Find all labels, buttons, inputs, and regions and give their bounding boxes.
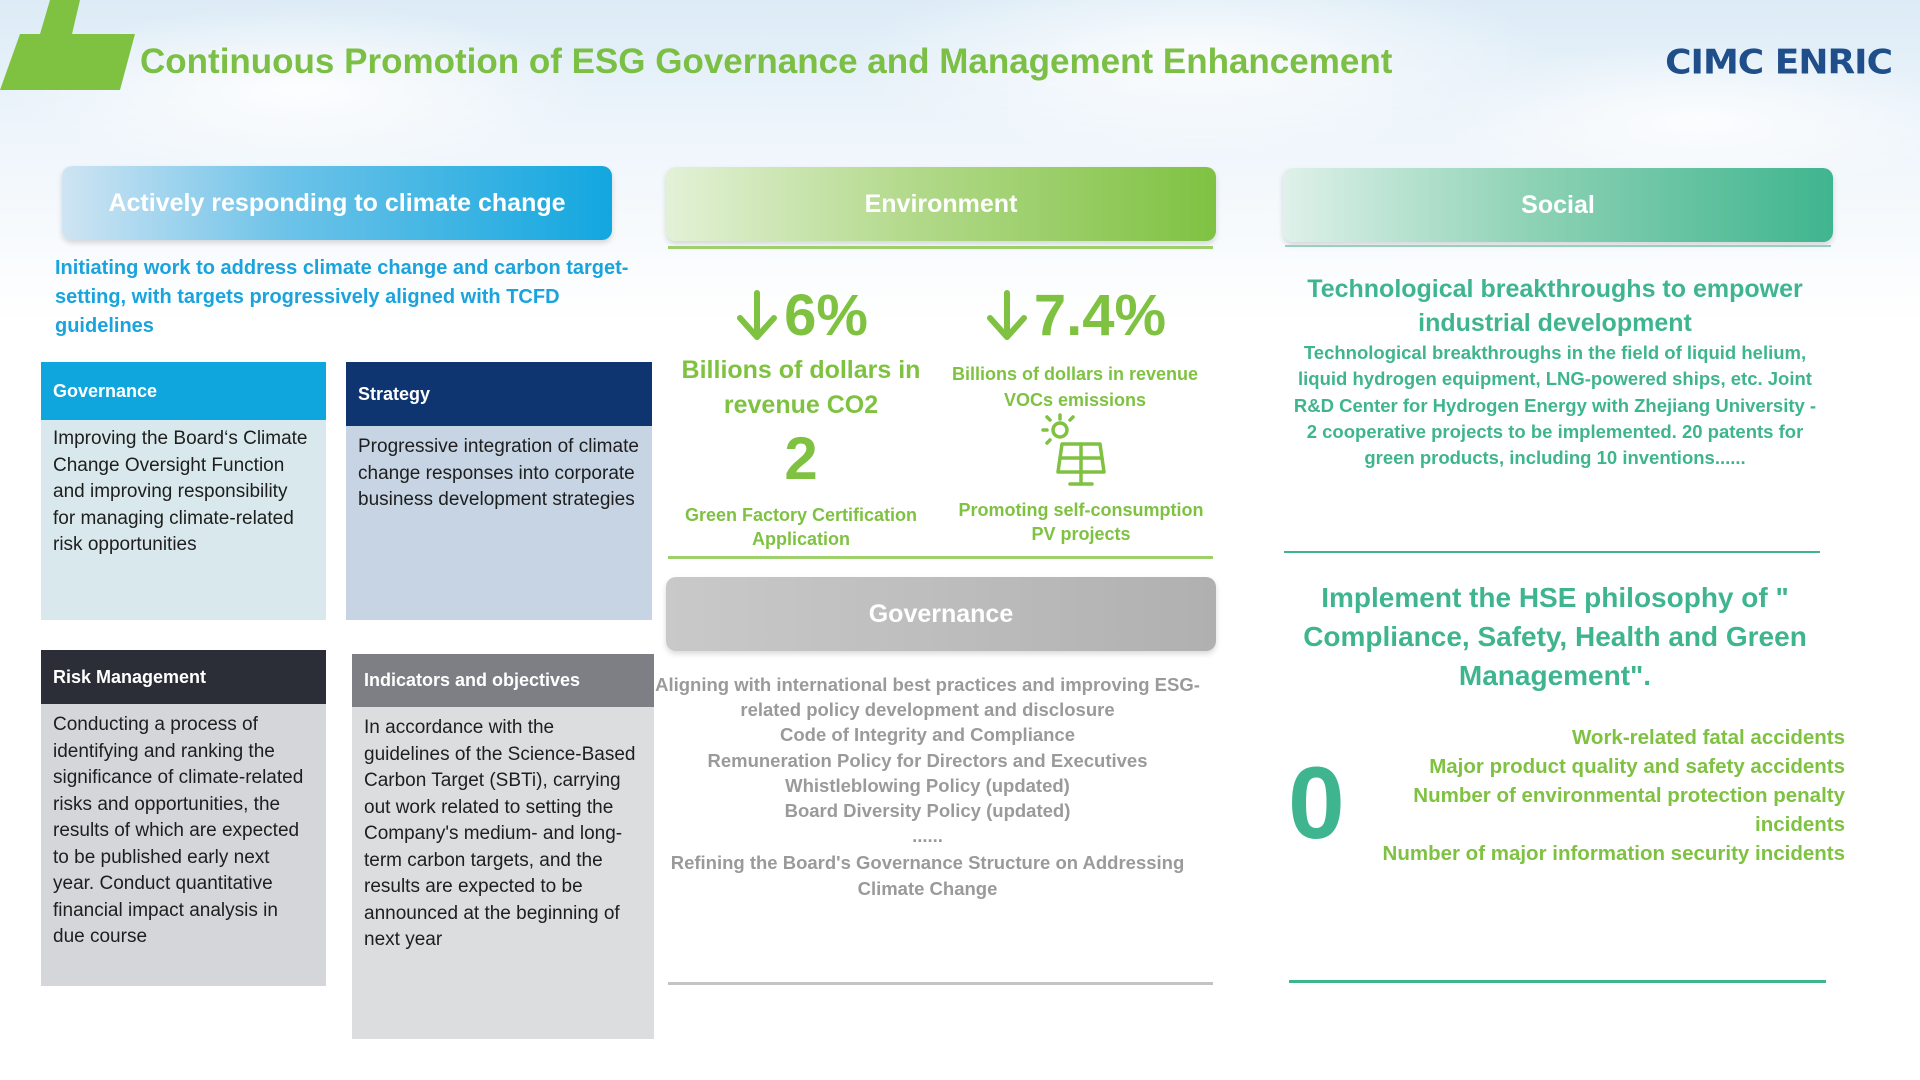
indicators-tile: Indicators and objectives In accordance … [352,654,654,1039]
down-arrow-icon [986,289,1027,340]
list-item: ...... [912,825,943,847]
green-factory-stat-value: 2 [784,425,818,492]
governance-banner: Governance [666,577,1216,651]
incidents-list: Work-related fatal accidents Major produ… [1360,723,1845,868]
governance-tile-text: Improving the Board‘s Climate Change Ove… [41,420,326,620]
down-arrow-icon [737,289,778,340]
page-title: Continuous Promotion of ESG Governance a… [140,42,1393,81]
risk-management-tile-text: Conducting a process of identifying and … [41,704,326,986]
list-item: Board Diversity Policy (updated) [784,800,1071,822]
divider [1284,551,1820,553]
strategy-tile: Strategy Progressive integration of clim… [346,362,652,620]
list-item: Aligning with international best practic… [655,674,1200,721]
divider [1289,980,1826,983]
divider [668,246,1213,249]
governance-list: Aligning with international best practic… [655,672,1200,901]
co2-stat-label: Billions of dollars in revenue CO2 [681,356,921,419]
pv-projects-stat: Promoting self-consumption PV projects [945,498,1217,546]
environment-banner: Environment [666,167,1216,241]
governance-tile: Governance Improving the Board‘s Climate… [41,362,326,620]
corner-accent-shape [0,0,135,90]
list-item: Whistleblowing Policy (updated) [785,774,1070,796]
list-item: Number of major information security inc… [1382,842,1845,865]
vocs-stat-label: Billions of dollars in revenue VOCs emis… [951,364,1199,410]
divider [668,556,1213,559]
tech-breakthrough-title: Technological breakthroughs to empower i… [1307,275,1803,337]
green-factory-stat: 2 Green Factory Certification Applicatio… [670,424,932,551]
social-banner: Social [1283,168,1833,242]
risk-management-tile: Risk Management Conducting a process of … [41,650,326,986]
vocs-stat-value: 7.4% [1033,283,1167,348]
divider [1285,245,1831,247]
hse-philosophy-title: Implement the HSE philosophy of " Compli… [1303,582,1807,691]
pv-projects-label: Promoting self-consumption PV projects [958,500,1204,544]
indicators-tile-text: In accordance with the guidelines of the… [352,707,654,1039]
co2-stat-value: 6% [784,283,868,348]
list-item: Refining the Board's Governance Structur… [670,852,1185,899]
governance-tile-title: Governance [41,362,326,420]
solar-panel-icon [1041,413,1106,486]
list-item: Code of Integrity and Compliance [780,724,1075,746]
tech-breakthrough-text: Technological breakthroughs in the field… [1293,342,1817,469]
company-logo: CIMC ENRIC [1665,43,1893,82]
zero-incidents-value: 0 [1288,746,1345,860]
divider [668,982,1213,985]
list-item: Remuneration Policy for Directors and Ex… [707,749,1148,771]
list-item: Work-related fatal accidents [1571,726,1845,749]
climate-intro: Initiating work to address climate chang… [55,257,629,337]
risk-management-tile-title: Risk Management [41,650,326,704]
strategy-tile-title: Strategy [346,362,652,426]
strategy-tile-text: Progressive integration of climate chang… [346,426,652,620]
list-item: Number of environmental protection penal… [1413,784,1845,836]
list-item: Major product quality and safety acciden… [1429,755,1845,778]
co2-stat: 6% Billions of dollars in revenue CO2 [670,282,932,423]
vocs-stat: 7.4% Billions of dollars in revenue VOCs… [940,282,1210,413]
climate-banner: Actively responding to climate change [62,166,612,240]
green-factory-stat-label: Green Factory Certification Application [684,505,918,549]
indicators-tile-title: Indicators and objectives [352,654,654,707]
